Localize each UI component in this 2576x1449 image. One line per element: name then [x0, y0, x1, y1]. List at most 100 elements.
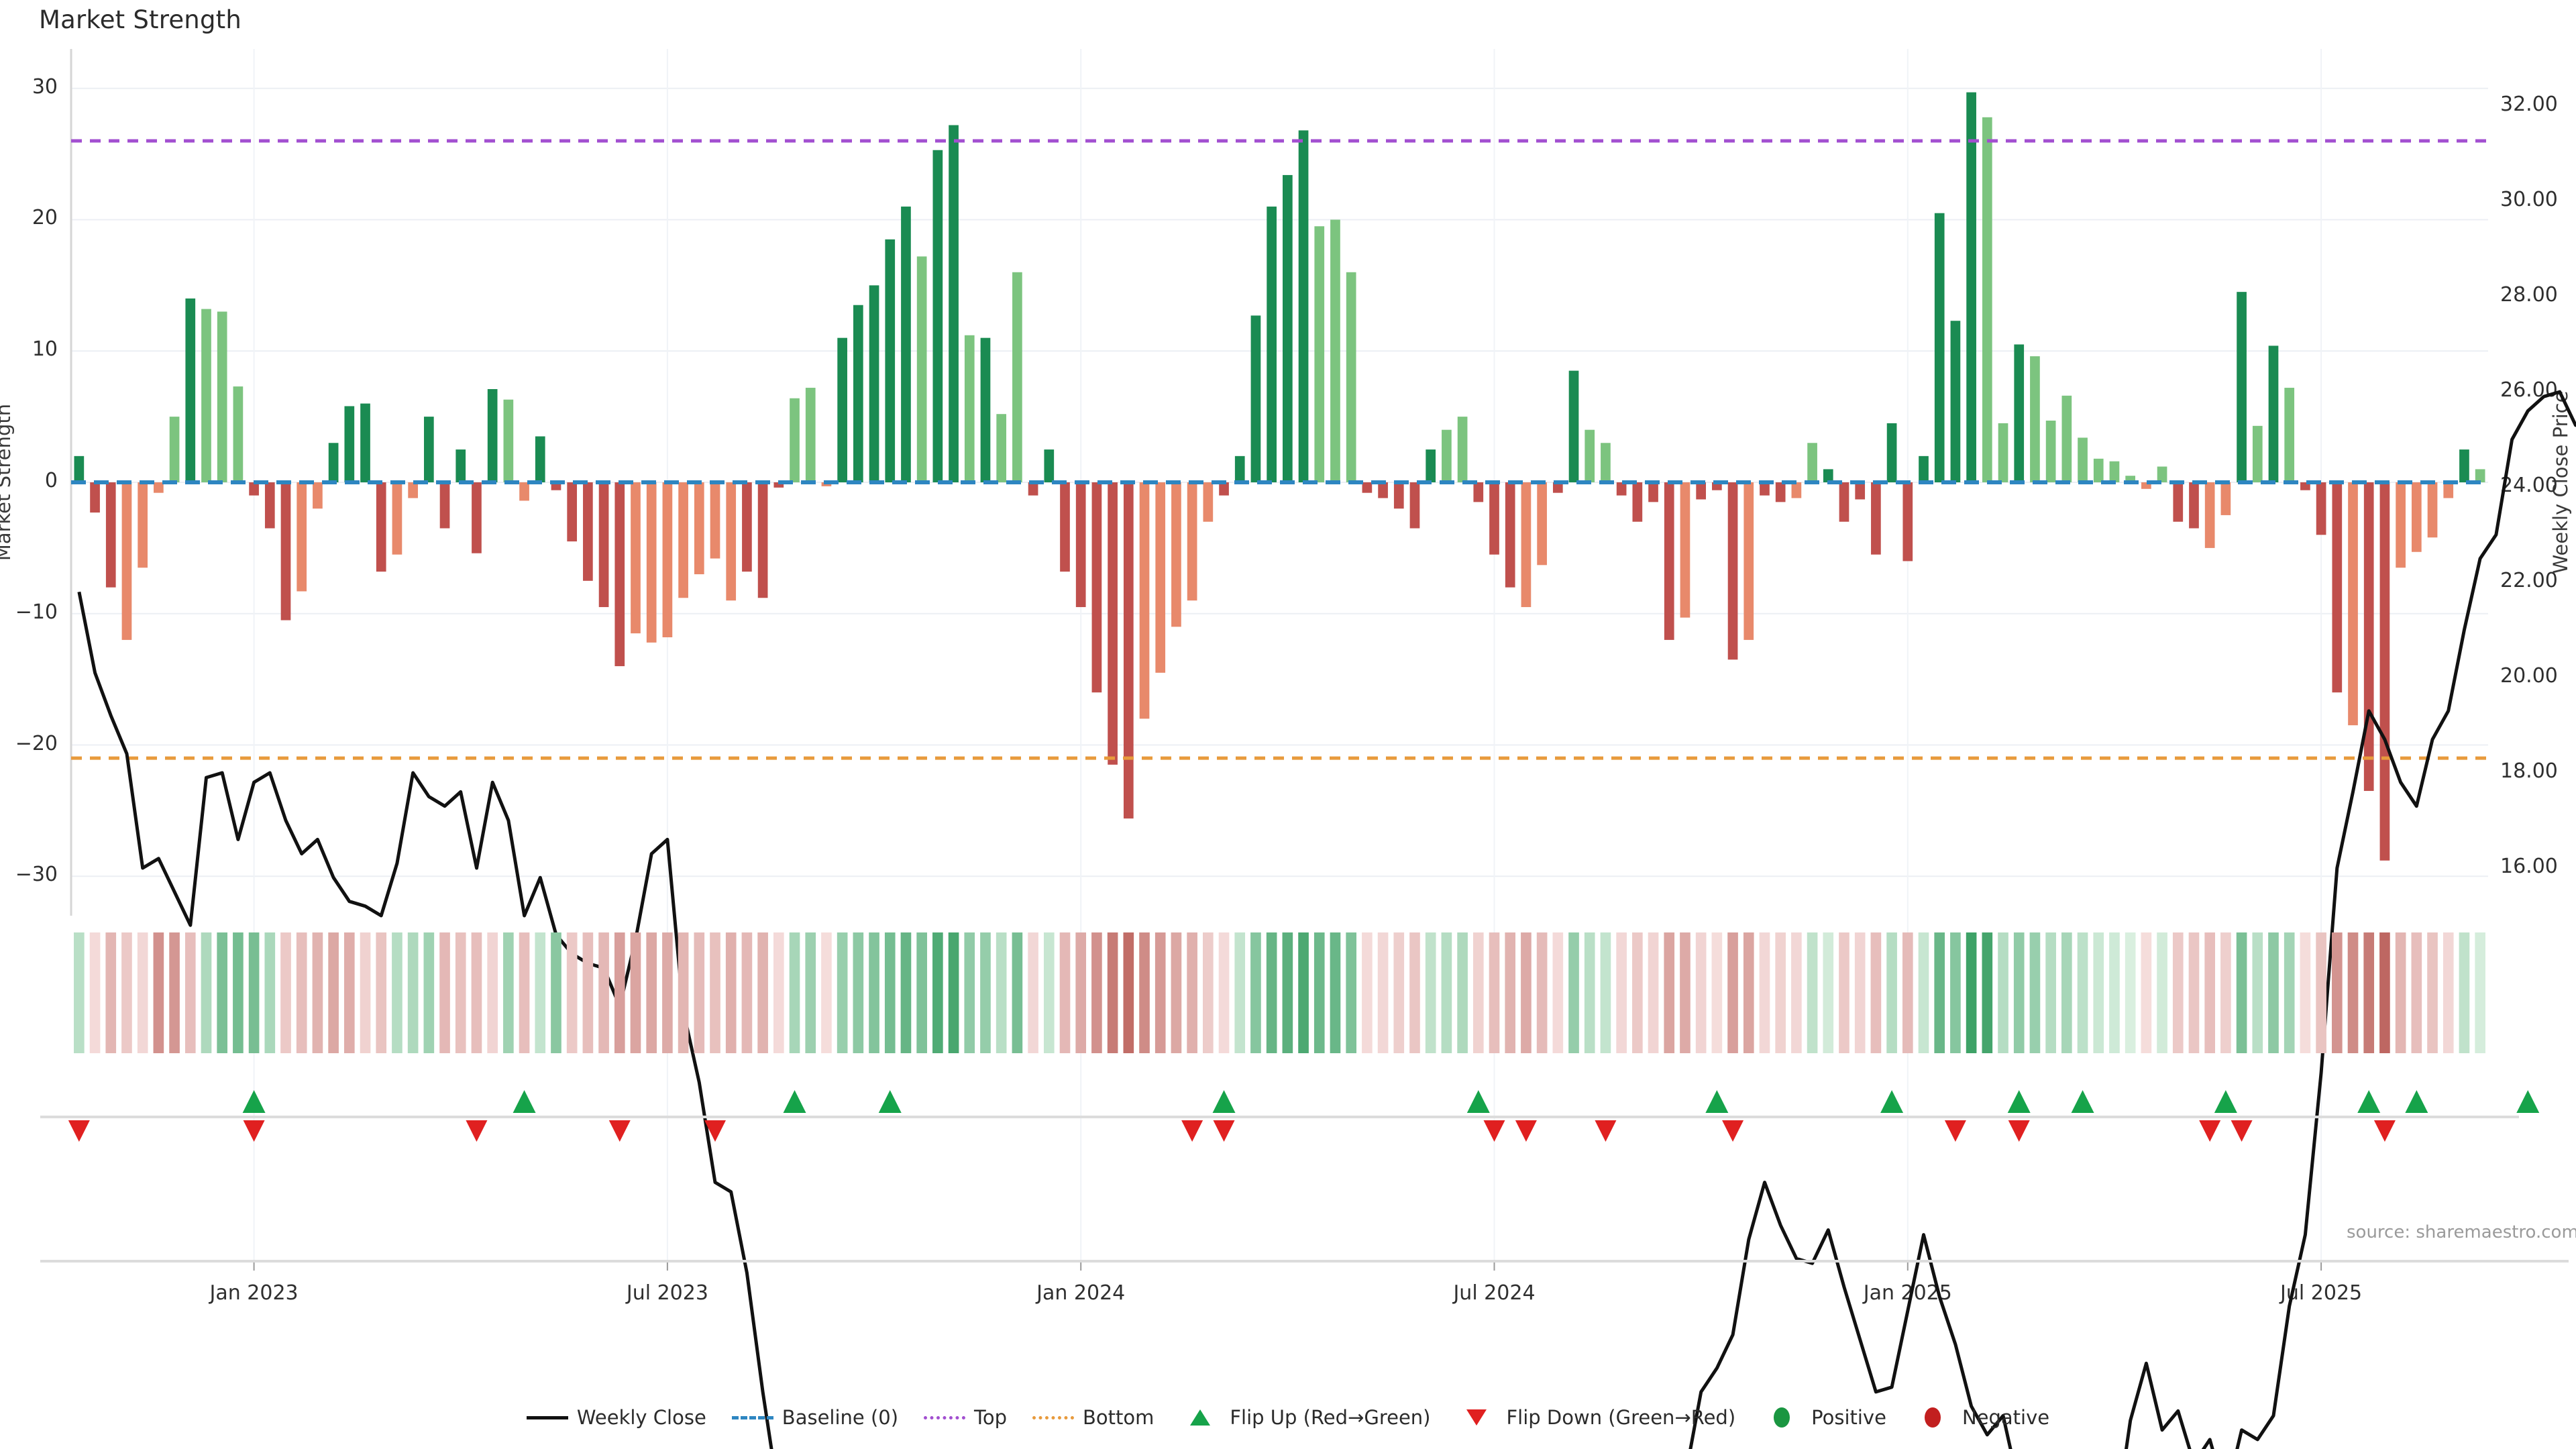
bar[interactable]: [2348, 482, 2358, 726]
heatmap-cell[interactable]: [184, 932, 196, 1053]
bar[interactable]: [1648, 482, 1658, 502]
bar[interactable]: [1664, 482, 1674, 640]
bar[interactable]: [1680, 482, 1690, 618]
heatmap-cell[interactable]: [964, 932, 975, 1053]
bar[interactable]: [742, 482, 752, 572]
heatmap-cell[interactable]: [1584, 932, 1595, 1053]
bar[interactable]: [949, 125, 959, 482]
bar[interactable]: [1616, 482, 1627, 496]
heatmap-cell[interactable]: [1902, 932, 1913, 1053]
heatmap-cell[interactable]: [137, 932, 148, 1053]
flip-down-marker[interactable]: [1722, 1120, 1744, 1142]
heatmap-cell[interactable]: [2395, 932, 2406, 1053]
bar[interactable]: [1791, 482, 1802, 498]
heatmap-cell[interactable]: [1648, 932, 1659, 1053]
bar[interactable]: [121, 482, 132, 640]
bar[interactable]: [2363, 482, 2374, 792]
heatmap-cell[interactable]: [2459, 932, 2470, 1053]
bar[interactable]: [1330, 219, 1340, 482]
bar[interactable]: [1298, 130, 1309, 482]
bar[interactable]: [726, 482, 737, 601]
bar[interactable]: [583, 482, 593, 581]
bar[interactable]: [1091, 482, 1102, 693]
bar[interactable]: [105, 482, 116, 588]
heatmap-cell[interactable]: [1155, 932, 1166, 1053]
heatmap-cell[interactable]: [2236, 932, 2247, 1053]
heatmap-cell[interactable]: [1711, 932, 1723, 1053]
heatmap-cell[interactable]: [89, 932, 101, 1053]
flip-up-marker[interactable]: [2214, 1090, 2237, 1113]
heatmap-cell[interactable]: [884, 932, 896, 1053]
heatmap-cell[interactable]: [1727, 932, 1738, 1053]
heatmap-cell[interactable]: [582, 932, 594, 1053]
bar[interactable]: [1743, 482, 1754, 640]
bar[interactable]: [1457, 417, 1468, 482]
flip-up-marker[interactable]: [2007, 1090, 2031, 1113]
flip-down-marker[interactable]: [68, 1120, 90, 1142]
heatmap-cell[interactable]: [2188, 932, 2200, 1053]
bar[interactable]: [2173, 482, 2184, 522]
heatmap-cell[interactable]: [1918, 932, 1929, 1053]
heatmap-cell[interactable]: [805, 932, 816, 1053]
heatmap-cell[interactable]: [2300, 932, 2311, 1053]
bar[interactable]: [853, 305, 863, 482]
heatmap-cell[interactable]: [837, 932, 848, 1053]
heatmap-cell[interactable]: [2077, 932, 2088, 1053]
bar[interactable]: [280, 482, 291, 621]
bar[interactable]: [1632, 482, 1643, 522]
flip-up-marker[interactable]: [2357, 1090, 2381, 1113]
heatmap-cell[interactable]: [1266, 932, 1277, 1053]
bar[interactable]: [1823, 469, 1833, 482]
bar[interactable]: [2396, 482, 2406, 568]
bar[interactable]: [1108, 482, 1118, 765]
heatmap-cell[interactable]: [1536, 932, 1548, 1053]
bar[interactable]: [185, 298, 196, 482]
heatmap-cell[interactable]: [1521, 932, 1532, 1053]
bar[interactable]: [2443, 482, 2454, 498]
bar[interactable]: [1760, 482, 1770, 496]
bar[interactable]: [503, 399, 514, 482]
flip-down-marker[interactable]: [2199, 1120, 2221, 1142]
heatmap-cell[interactable]: [392, 932, 402, 1053]
heatmap-cell[interactable]: [121, 932, 132, 1053]
heatmap-cell[interactable]: [519, 932, 530, 1053]
bar[interactable]: [297, 482, 307, 592]
bar[interactable]: [2061, 395, 2072, 482]
bar[interactable]: [1060, 482, 1070, 572]
bar[interactable]: [964, 335, 975, 482]
heatmap-cell[interactable]: [1441, 932, 1452, 1053]
bar[interactable]: [2268, 345, 2279, 482]
heatmap-cell[interactable]: [2284, 932, 2295, 1053]
heatmap-cell[interactable]: [869, 932, 879, 1053]
flip-down-marker[interactable]: [466, 1120, 488, 1142]
heatmap-cell[interactable]: [2220, 932, 2231, 1053]
bar[interactable]: [344, 406, 355, 482]
bar[interactable]: [535, 436, 545, 482]
bar[interactable]: [169, 417, 180, 482]
heatmap-cell[interactable]: [360, 932, 371, 1053]
bar[interactable]: [1886, 423, 1897, 482]
heatmap-cell[interactable]: [1552, 932, 1564, 1053]
bar[interactable]: [2030, 356, 2040, 482]
legend-item-top[interactable]: Top: [924, 1406, 1007, 1429]
bar[interactable]: [710, 482, 720, 559]
heatmap-cell[interactable]: [217, 932, 228, 1053]
heatmap-cell[interactable]: [1377, 932, 1389, 1053]
heatmap-cell[interactable]: [662, 932, 673, 1053]
heatmap-cell[interactable]: [1187, 932, 1197, 1053]
heatmap-cell[interactable]: [1950, 932, 1961, 1053]
bar[interactable]: [154, 482, 164, 493]
heatmap-cell[interactable]: [1664, 932, 1675, 1053]
heatmap-cell[interactable]: [789, 932, 800, 1053]
heatmap-cell[interactable]: [2045, 932, 2056, 1053]
bar[interactable]: [423, 417, 434, 482]
bar[interactable]: [1393, 482, 1404, 509]
bar[interactable]: [2332, 482, 2343, 693]
heatmap-cell[interactable]: [1091, 932, 1102, 1053]
bar[interactable]: [2475, 469, 2485, 482]
heatmap-cell[interactable]: [1759, 932, 1770, 1053]
heatmap-cell[interactable]: [1854, 932, 1866, 1053]
bar[interactable]: [2093, 458, 2104, 482]
flip-up-marker[interactable]: [1466, 1090, 1490, 1113]
bar[interactable]: [1950, 321, 1961, 482]
